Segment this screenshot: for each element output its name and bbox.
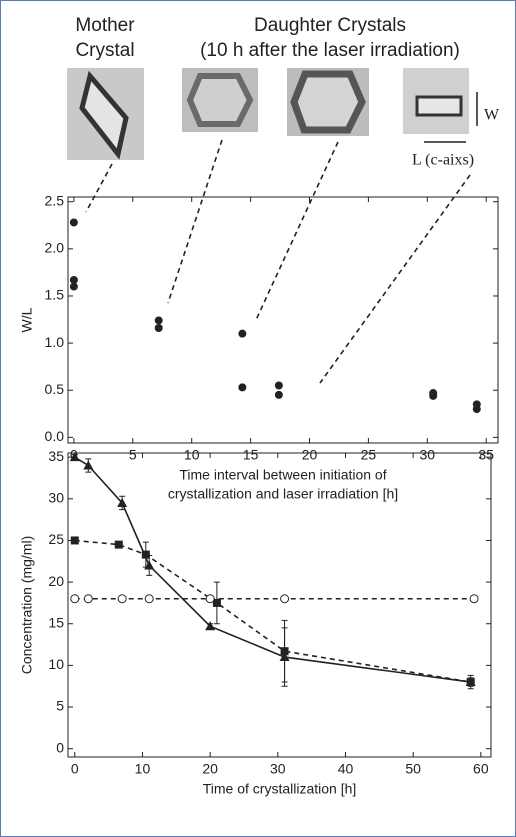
marker	[117, 497, 128, 507]
arrow	[167, 139, 223, 304]
y-tick-label: 30	[48, 490, 64, 506]
x-tick-label: 30	[420, 447, 436, 463]
crystal	[79, 70, 129, 160]
arrow	[255, 141, 339, 321]
pointer-arrows	[85, 139, 471, 384]
x-tick-label: 10	[184, 447, 200, 463]
plot-frame	[67, 452, 492, 758]
x-tick-label: 20	[202, 761, 218, 777]
marker	[466, 678, 475, 687]
annotation: Daughter Crystals	[254, 15, 406, 36]
x-tick-label: 15	[243, 447, 259, 463]
marker	[274, 390, 283, 399]
x-axis-label: Time interval between initiation of	[179, 467, 386, 483]
marker	[144, 594, 154, 604]
plot-frame	[67, 196, 499, 444]
marker	[69, 452, 80, 462]
y-tick-label: 20	[48, 573, 64, 589]
annotation: L (c-aixs)	[412, 152, 474, 169]
marker	[205, 594, 215, 604]
marker	[154, 316, 163, 325]
marker	[69, 218, 78, 227]
y-tick-label: 0.5	[45, 381, 65, 397]
y-axis-label: W/L	[19, 307, 35, 332]
y-tick-label: 2.5	[45, 192, 65, 208]
marker	[69, 275, 78, 284]
marker	[70, 536, 79, 545]
x-tick-label: 50	[405, 761, 421, 777]
marker	[83, 460, 94, 470]
arrow	[85, 163, 113, 213]
y-tick-label: 2.0	[45, 240, 65, 256]
x-axis-label: Time of crystallization [h]	[203, 781, 357, 797]
x-tick-label: 10	[135, 761, 151, 777]
marker	[280, 594, 290, 604]
marker	[114, 540, 123, 549]
annotation: W	[484, 107, 500, 124]
marker	[117, 594, 127, 604]
x-tick-label: 35	[478, 447, 494, 463]
marker	[205, 621, 216, 631]
y-tick-label: 0	[56, 739, 64, 755]
x-tick-label: 40	[338, 761, 354, 777]
y-tick-label: 10	[48, 656, 64, 672]
series-line	[74, 539, 471, 683]
y-tick-label: 1.0	[45, 334, 65, 350]
y-tick-label: 15	[48, 614, 64, 630]
y-tick-label: 1.5	[45, 287, 65, 303]
y-axis-label: Concentration (mg/ml)	[19, 536, 35, 675]
marker	[274, 381, 283, 390]
marker	[280, 647, 289, 656]
marker	[141, 550, 150, 559]
y-tick-label: 0.0	[45, 428, 65, 444]
x-tick-label: 25	[361, 447, 377, 463]
marker	[472, 405, 481, 414]
marker	[429, 391, 438, 400]
crystal	[415, 95, 463, 117]
x-tick-label: 20	[302, 447, 318, 463]
marker	[238, 329, 247, 338]
crystal	[290, 70, 366, 134]
marker	[469, 594, 479, 604]
marker	[70, 594, 80, 604]
marker	[238, 383, 247, 392]
y-tick-label: 25	[48, 531, 64, 547]
annotation: Mother	[75, 15, 135, 36]
x-tick-label: 5	[129, 447, 137, 463]
crystal	[186, 73, 254, 127]
marker	[83, 594, 93, 604]
y-tick-label: 5	[56, 698, 64, 714]
y-tick-label: 35	[48, 448, 64, 464]
marker	[212, 598, 221, 607]
annotation: Crystal	[75, 40, 134, 61]
x-tick-label: 0	[71, 761, 79, 777]
crystal-images	[67, 68, 478, 160]
annotation: (10 h after the laser irradiation)	[200, 40, 460, 61]
arrow	[319, 174, 471, 384]
x-axis-label: crystallization and laser irradiation [h…	[168, 486, 398, 502]
x-tick-label: 60	[473, 761, 489, 777]
x-tick-label: 30	[270, 761, 286, 777]
marker	[69, 282, 78, 291]
marker	[154, 324, 163, 333]
